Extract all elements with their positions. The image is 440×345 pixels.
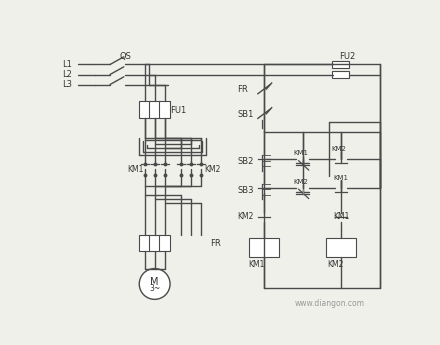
Bar	[326, 238, 356, 257]
Text: FU2: FU2	[340, 52, 356, 61]
Circle shape	[139, 268, 170, 299]
Text: M: M	[150, 277, 159, 287]
Text: FR: FR	[237, 86, 248, 95]
Text: KM2: KM2	[332, 146, 347, 152]
Bar	[159, 101, 170, 118]
Text: KM1: KM1	[334, 213, 350, 221]
Text: KM1: KM1	[334, 175, 348, 181]
Text: KM1: KM1	[249, 260, 265, 269]
Bar	[149, 235, 160, 251]
Text: KM2: KM2	[237, 213, 253, 221]
Text: L3: L3	[62, 80, 72, 89]
Text: QS: QS	[119, 52, 131, 61]
Text: SB1: SB1	[237, 110, 253, 119]
Text: KM2: KM2	[293, 179, 308, 185]
Text: KM2: KM2	[327, 260, 344, 269]
Bar	[159, 235, 170, 251]
Text: KM2: KM2	[204, 166, 220, 175]
Bar	[139, 235, 150, 251]
Text: KM1: KM1	[128, 166, 144, 175]
Bar	[149, 101, 160, 118]
Text: www.diangon.com: www.diangon.com	[295, 299, 365, 308]
Bar	[332, 61, 349, 68]
Text: KM1: KM1	[293, 150, 308, 156]
Text: 3~: 3~	[149, 284, 160, 293]
Text: FU1: FU1	[170, 106, 186, 115]
Bar	[249, 238, 279, 257]
Text: L1: L1	[62, 60, 72, 69]
Text: L2: L2	[62, 70, 72, 79]
Bar	[139, 101, 150, 118]
Bar	[332, 71, 349, 78]
Text: FR: FR	[210, 239, 221, 248]
Text: SB2: SB2	[237, 157, 253, 166]
Text: SB3: SB3	[237, 186, 253, 195]
